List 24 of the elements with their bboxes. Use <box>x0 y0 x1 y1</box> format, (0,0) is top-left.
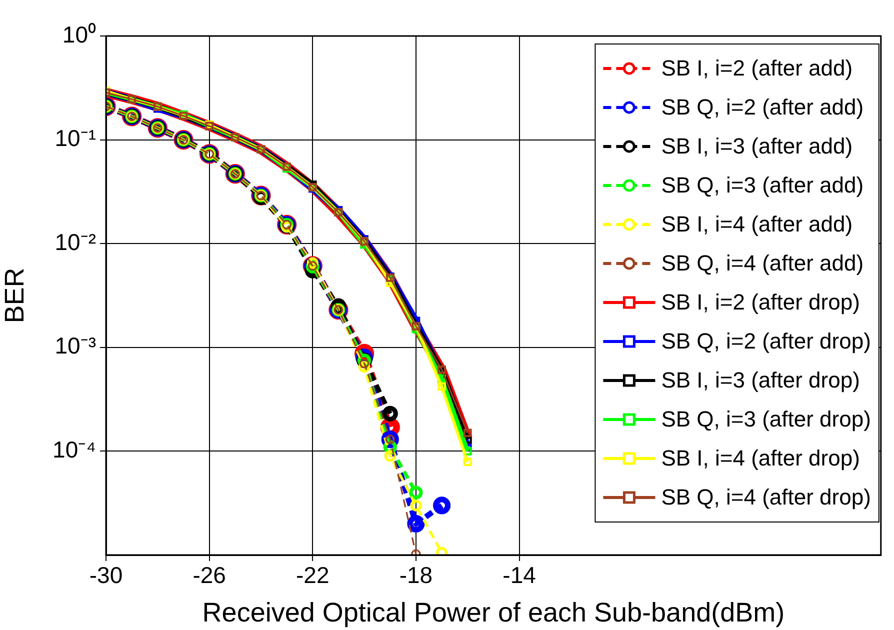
legend-label: SB I, i=2 (after add) <box>661 56 853 81</box>
x-tick-label: -22 <box>296 562 330 588</box>
legend-label: SB I, i=4 (after drop) <box>661 446 860 471</box>
legend-label: SB Q, i=3 (after add) <box>661 172 864 198</box>
legend-label: SB I, i=4 (after add) <box>661 212 853 237</box>
y-tick-label: 10⁻⁴ <box>52 436 96 463</box>
y-tick-label: 10⁻² <box>54 228 96 255</box>
x-tick-label: -26 <box>192 562 226 588</box>
x-tick-label: -14 <box>502 562 536 588</box>
y-tick-label: 10⁻¹ <box>54 125 96 152</box>
y-tick-label: 10⁻³ <box>54 332 96 359</box>
legend-label: SB Q, i=2 (after drop) <box>661 328 871 354</box>
x-tick-label: -30 <box>89 562 123 588</box>
x-axis-title: Received Optical Power of each Sub-band(dBm) <box>202 597 785 628</box>
y-tick-label: 10⁰ <box>62 21 96 48</box>
legend-label: SB Q, i=4 (after add) <box>661 250 864 276</box>
legend-label: SB I, i=3 (after add) <box>661 134 853 159</box>
legend-label: SB Q, i=3 (after drop) <box>661 406 871 432</box>
y-axis-title: BER <box>0 268 30 324</box>
legend-label: SB I, i=3 (after drop) <box>661 368 860 393</box>
legend-label: SB Q, i=2 (after add) <box>661 94 864 120</box>
legend-label: SB I, i=2 (after drop) <box>661 290 860 315</box>
x-tick-label: -18 <box>399 562 433 588</box>
legend-label: SB Q, i=4 (after drop) <box>661 484 871 510</box>
